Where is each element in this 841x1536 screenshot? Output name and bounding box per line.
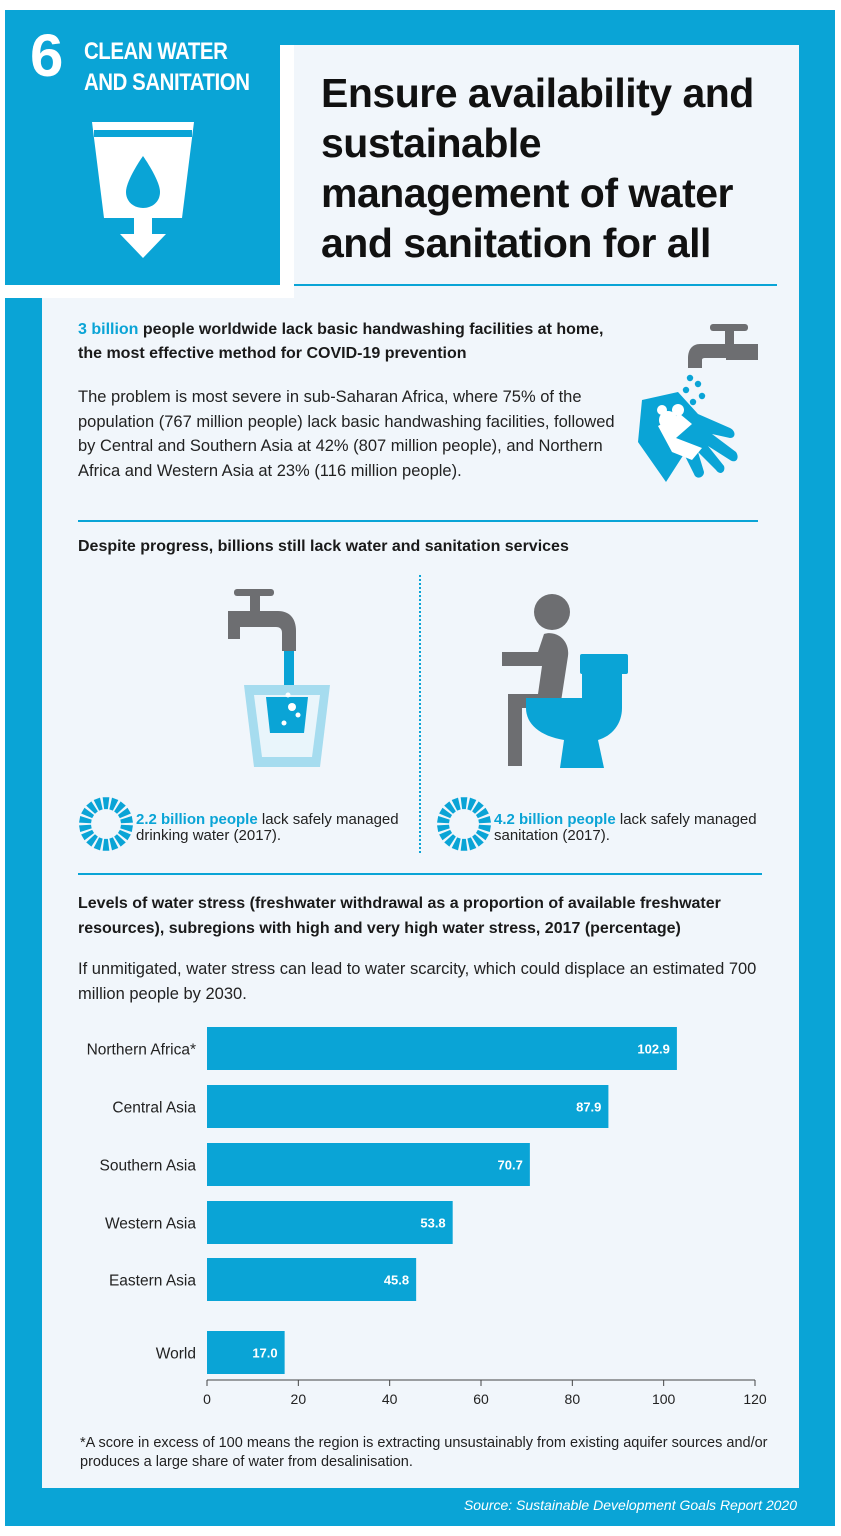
x-tick-label: 100	[652, 1391, 676, 1407]
top-frame	[280, 10, 835, 45]
bar	[207, 1027, 677, 1070]
value-label: 17.0	[252, 1346, 277, 1361]
page-title: Ensure availability and sustainable mana…	[321, 70, 754, 266]
category-label: Eastern Asia	[109, 1273, 196, 1290]
x-tick-label: 0	[203, 1391, 211, 1407]
value-label: 53.8	[420, 1216, 445, 1231]
water-glass-icon	[92, 122, 194, 258]
section-divider-2	[78, 873, 762, 875]
sanitation-stat-text: lack safely managed sanitation (2017).	[494, 811, 757, 844]
category-label: Central Asia	[112, 1100, 196, 1117]
value-label: 45.8	[384, 1273, 409, 1288]
value-label: 102.9	[637, 1042, 670, 1057]
x-tick-label: 120	[743, 1391, 767, 1407]
bottom-frame	[5, 1488, 835, 1526]
progress-ring-icon	[437, 797, 491, 851]
sanitation-stat-highlight: 4.2 billion people	[494, 811, 616, 828]
title-divider	[294, 284, 777, 286]
water-stress-chart: Northern Africa* 102.9 Central Asia 87.9 Sou…	[87, 1027, 767, 1407]
category-label: Southern Asia	[99, 1158, 196, 1175]
water-stat-text: lack safely managed drinking water (2017…	[136, 811, 399, 844]
handwashing-body: The problem is most severe in sub-Sahara…	[78, 388, 615, 480]
category-label: Western Asia	[105, 1216, 196, 1233]
bar	[207, 1331, 285, 1374]
bar	[207, 1258, 417, 1301]
water-stat-highlight: 2.2 billion people	[136, 811, 258, 828]
handwashing-icon	[638, 324, 758, 482]
handwashing-highlight: 3 billion	[78, 321, 139, 338]
x-tick-label: 80	[565, 1391, 581, 1407]
bar	[207, 1201, 453, 1244]
content-panel	[42, 298, 799, 1488]
x-tick-label: 20	[291, 1391, 307, 1407]
x-tick-label: 40	[382, 1391, 398, 1407]
services-heading: Despite progress, billions still lack wa…	[78, 538, 569, 555]
bar	[207, 1085, 609, 1128]
chart-note: If unmitigated, water stress can lead to…	[78, 960, 757, 1003]
chart-heading: Levels of water stress (freshwater withd…	[78, 895, 721, 937]
right-frame	[799, 10, 835, 1526]
handwashing-lead: 3 billion people worldwide lack basic ha…	[78, 318, 608, 366]
goal-name-line1: CLEAN WATER	[84, 38, 228, 65]
title-panel	[294, 45, 799, 298]
goal-name: CLEAN WATER AND SANITATION	[84, 36, 250, 98]
goal-name-line2: AND SANITATION	[84, 69, 250, 96]
value-label: 87.9	[576, 1100, 601, 1115]
value-label: 70.7	[498, 1158, 523, 1173]
left-frame	[5, 298, 42, 1526]
source-credit: Source: Sustainable Development Goals Re…	[463, 1497, 797, 1513]
progress-ring-icon	[79, 797, 133, 851]
sanitation-stat: 4.2 billion people lack safely managed s…	[494, 812, 769, 844]
chart-footnote: *A score in excess of 100 means the regi…	[80, 1435, 768, 1470]
bar	[207, 1143, 530, 1186]
toilet-icon	[502, 594, 628, 768]
category-label: Northern Africa*	[87, 1042, 196, 1059]
category-label: World	[156, 1346, 196, 1363]
goal-number: 6	[30, 22, 64, 89]
section-divider-1	[78, 520, 758, 522]
water-stat: 2.2 billion people lack safely managed d…	[136, 812, 406, 844]
x-tick-label: 60	[473, 1391, 489, 1407]
faucet-glass-icon	[228, 589, 330, 767]
handwashing-lead-text: people worldwide lack basic handwashing …	[78, 321, 604, 362]
services-divider	[419, 575, 421, 853]
